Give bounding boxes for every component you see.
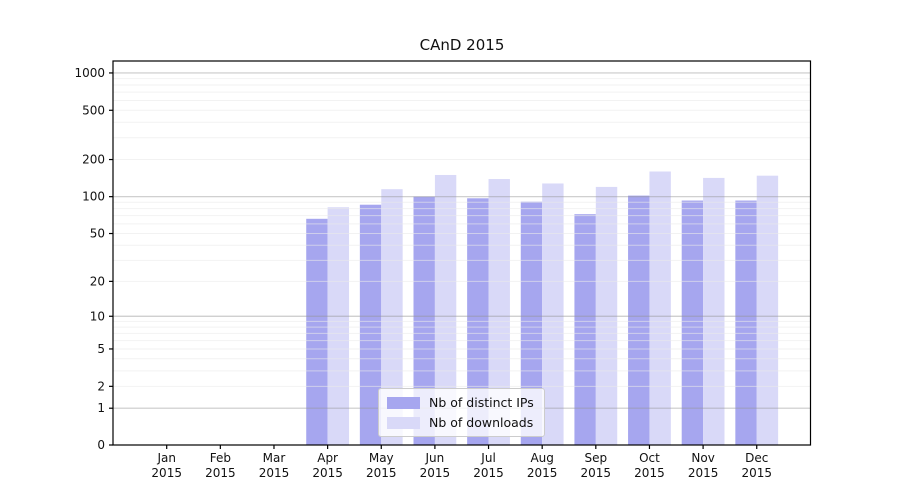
y-tick-label: 2 xyxy=(97,379,105,393)
y-tick-label: 50 xyxy=(90,227,105,241)
x-tick-label-month: Feb xyxy=(210,451,231,465)
x-tick-label-year: 2015 xyxy=(581,466,612,480)
legend-swatch-downloads xyxy=(387,416,420,429)
bar-ips-dec xyxy=(735,200,757,445)
x-tick-label-month: Oct xyxy=(639,451,660,465)
x-tick-label-year: 2015 xyxy=(741,466,772,480)
x-tick-label-month: Jan xyxy=(156,451,176,465)
y-tick-label: 1000 xyxy=(74,66,105,80)
legend-item-distinct-ips: Nb of distinct IPs xyxy=(387,395,534,410)
bar-downloads-jun xyxy=(434,174,457,445)
x-tick-label-month: Mar xyxy=(263,451,286,465)
bar-ips-oct xyxy=(628,195,650,445)
bar-downloads-dec xyxy=(756,175,779,446)
x-tick-label-year: 2015 xyxy=(259,466,290,480)
x-tick-label-year: 2015 xyxy=(312,466,343,480)
bar-ips-sep xyxy=(574,214,596,445)
legend-label-downloads: Nb of downloads xyxy=(429,415,534,430)
x-tick-label-month: May xyxy=(369,451,394,465)
x-tick-label-month: Aug xyxy=(530,451,553,465)
legend-swatch-distinct-ips xyxy=(387,396,420,409)
bar-downloads-apr xyxy=(327,207,350,445)
x-tick-label-month: Nov xyxy=(691,451,714,465)
chart-title: CAnD 2015 xyxy=(419,36,505,54)
x-tick-label-year: 2015 xyxy=(634,466,665,480)
x-tick-label-month: Jun xyxy=(425,451,445,465)
y-tick-label: 20 xyxy=(90,274,105,288)
x-tick-label-year: 2015 xyxy=(420,466,451,480)
bar-ips-nov xyxy=(681,200,704,445)
bar-ips-jun xyxy=(413,196,435,445)
x-tick-label-year: 2015 xyxy=(366,466,397,480)
x-tick-label-year: 2015 xyxy=(688,466,719,480)
y-tick-label: 200 xyxy=(82,153,105,167)
plot-frame xyxy=(112,60,812,446)
bar-ips-apr xyxy=(306,218,328,445)
bar-downloads-nov xyxy=(703,177,725,445)
y-tick-label: 1 xyxy=(97,401,105,415)
x-tick-label-year: 2015 xyxy=(527,466,558,480)
bar-ips-aug xyxy=(520,201,543,445)
y-tick-label: 100 xyxy=(82,190,105,204)
x-tick-label-year: 2015 xyxy=(205,466,236,480)
x-tick-label-month: Apr xyxy=(317,451,338,465)
y-tick-label: 500 xyxy=(82,103,105,117)
x-tick-label-year: 2015 xyxy=(151,466,182,480)
x-tick-label-month: Dec xyxy=(745,451,768,465)
legend: Nb of distinct IPs Nb of downloads xyxy=(378,388,545,437)
x-tick-label-year: 2015 xyxy=(473,466,504,480)
y-tick-label: 5 xyxy=(97,342,105,356)
bar-downloads-may xyxy=(381,189,403,445)
legend-item-downloads: Nb of downloads xyxy=(387,415,534,430)
y-tick-label: 0 xyxy=(97,438,105,452)
legend-label-distinct-ips: Nb of distinct IPs xyxy=(429,395,534,410)
bar-downloads-oct xyxy=(649,171,671,446)
bar-downloads-aug xyxy=(542,183,564,445)
bar-ips-may xyxy=(359,204,382,445)
x-tick-label-month: Sep xyxy=(585,451,608,465)
y-tick-label: 10 xyxy=(90,309,105,323)
x-tick-label-month: Jul xyxy=(480,451,495,465)
